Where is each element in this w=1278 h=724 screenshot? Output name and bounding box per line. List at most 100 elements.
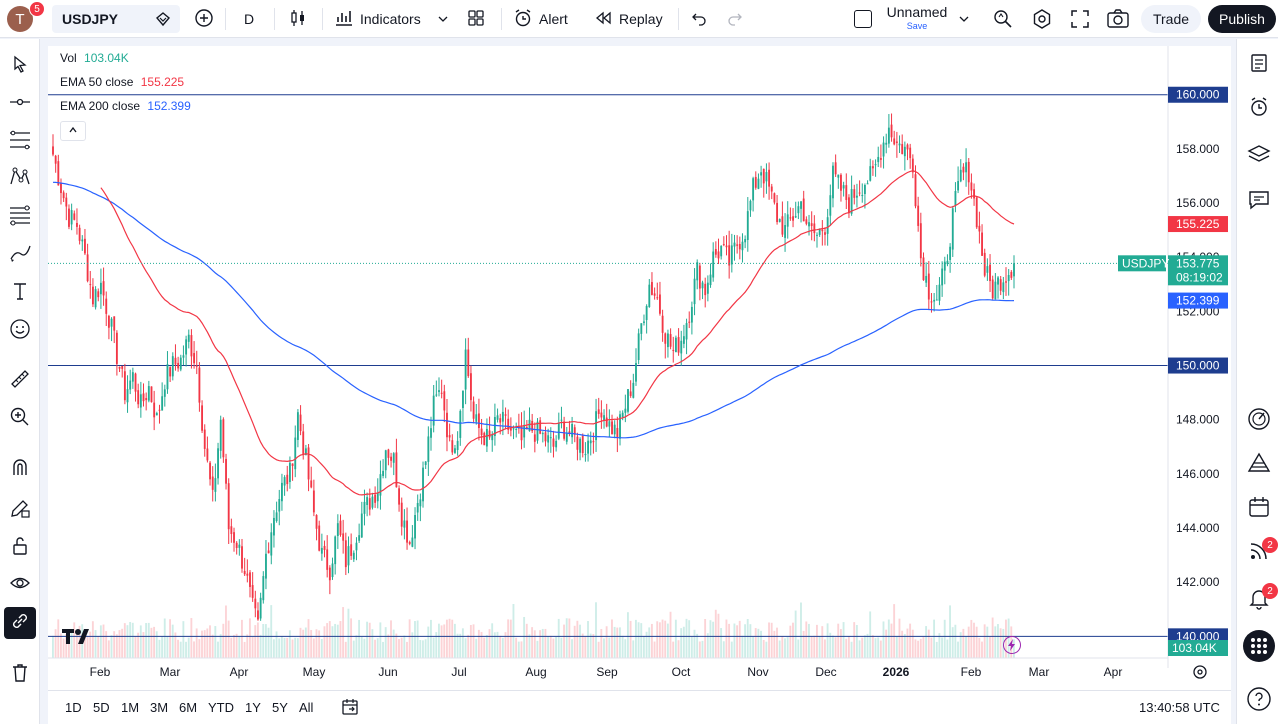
watchlist-button[interactable] xyxy=(1243,49,1275,81)
chart-type-button[interactable] xyxy=(280,4,316,34)
candle-body xyxy=(251,585,254,598)
sync-drawings-tool[interactable] xyxy=(4,607,36,639)
volume-bar xyxy=(823,639,826,658)
calendar-button[interactable] xyxy=(1243,493,1275,525)
chevron-down-icon[interactable] xyxy=(958,12,970,28)
range-all[interactable]: All xyxy=(299,700,314,715)
news-stream-button[interactable] xyxy=(1243,537,1275,569)
drawing-mode-tool[interactable] xyxy=(4,494,36,526)
range-1d[interactable]: 1D xyxy=(65,700,82,715)
products-button[interactable] xyxy=(1243,629,1275,664)
technicals-button[interactable] xyxy=(1243,405,1275,437)
compare-button[interactable] xyxy=(186,4,222,34)
go-to-date-icon[interactable] xyxy=(340,697,360,720)
candle-body xyxy=(198,367,201,403)
interval-button[interactable]: D xyxy=(236,4,262,34)
quick-search-icon[interactable] xyxy=(992,8,1014,33)
ema200-legend[interactable]: EMA 200 close 152.399 xyxy=(60,99,191,113)
candle-body xyxy=(462,390,464,408)
pattern-tool[interactable] xyxy=(4,163,36,195)
redo-button[interactable] xyxy=(718,4,752,34)
replay-button[interactable]: Replay xyxy=(585,4,671,34)
fib-tool[interactable] xyxy=(4,201,36,233)
symbol-search[interactable]: USDJPY xyxy=(52,5,180,33)
candle-body xyxy=(621,412,624,418)
candle-body xyxy=(818,229,821,235)
range-3m[interactable]: 3M xyxy=(150,700,169,715)
candle-body xyxy=(595,411,597,441)
candle-body xyxy=(296,412,299,440)
range-6m[interactable]: 6M xyxy=(179,700,198,715)
tradingview-logo[interactable] xyxy=(62,628,94,649)
magnet-tool[interactable] xyxy=(4,453,36,485)
zoom-tool[interactable] xyxy=(4,403,36,435)
camera-icon[interactable] xyxy=(1106,8,1130,33)
chevron-down-icon[interactable] xyxy=(437,12,449,28)
volume-legend[interactable]: Vol 103.04K xyxy=(60,51,129,65)
volume-bar xyxy=(459,633,462,658)
volume-bar xyxy=(536,640,539,658)
volume-bar xyxy=(131,622,134,658)
alert-button[interactable]: Alert xyxy=(505,4,576,34)
emoji-tool[interactable] xyxy=(4,315,36,347)
time-axis-label: Sep xyxy=(596,665,618,679)
volume-bar xyxy=(970,619,973,658)
volume-bar xyxy=(986,626,989,658)
cursor-arrow-icon xyxy=(10,54,30,79)
range-1y[interactable]: 1Y xyxy=(245,700,261,715)
range-1m[interactable]: 1M xyxy=(121,700,140,715)
trend-lines-tool[interactable] xyxy=(4,126,36,158)
layout-name-button[interactable]: Unnamed Save xyxy=(884,4,950,34)
cursor-tool[interactable] xyxy=(4,50,36,82)
range-ytd[interactable]: YTD xyxy=(208,700,234,715)
volume-bar xyxy=(230,637,233,658)
candle-body xyxy=(121,365,124,369)
collapse-legend-button[interactable] xyxy=(60,121,86,141)
alerts-panel-button[interactable] xyxy=(1243,93,1275,125)
ideas-button[interactable] xyxy=(1243,449,1275,481)
settings-icon[interactable] xyxy=(1031,8,1053,33)
range-5d[interactable]: 5D xyxy=(93,700,110,715)
hide-drawings-tool[interactable] xyxy=(4,569,36,601)
volume-bar xyxy=(259,634,262,658)
crosshair-line-tool[interactable] xyxy=(4,88,36,120)
candle-body xyxy=(536,421,539,441)
time-axis[interactable]: Feb Mar Apr May Jun Jul Aug Sep Oct Nov Dec 2026 Feb… xyxy=(90,665,1123,679)
layouts-button[interactable] xyxy=(458,4,494,34)
undo-button[interactable] xyxy=(682,4,716,34)
remove-drawings-tool[interactable] xyxy=(4,659,36,691)
trade-button[interactable]: Trade xyxy=(1141,5,1201,33)
brush-tool[interactable] xyxy=(4,239,36,271)
lock-drawings-tool[interactable] xyxy=(4,532,36,564)
notifications-button[interactable] xyxy=(1243,584,1275,616)
clock-time[interactable]: 13:40:58 UTC xyxy=(1139,700,1220,715)
candle-body xyxy=(70,210,73,225)
user-avatar[interactable]: T xyxy=(7,6,33,32)
chat-icon xyxy=(1247,189,1271,216)
help-button[interactable] xyxy=(1243,685,1275,717)
lightning-icon[interactable] xyxy=(1003,636,1021,654)
fullscreen-icon[interactable] xyxy=(1069,8,1091,33)
volume-bar xyxy=(177,639,179,658)
candle-body xyxy=(254,598,257,609)
object-tree-button[interactable] xyxy=(1243,140,1275,172)
range-5y[interactable]: 5Y xyxy=(272,700,288,715)
indicators-button[interactable]: Indicators xyxy=(326,4,429,34)
candle-body xyxy=(738,243,741,250)
text-tool[interactable] xyxy=(4,277,36,309)
chats-button[interactable] xyxy=(1243,186,1275,218)
volume-bar xyxy=(59,633,62,658)
volume-bar xyxy=(808,623,810,658)
ema50-legend[interactable]: EMA 50 close 155.225 xyxy=(60,75,184,89)
candle-body xyxy=(1007,275,1010,282)
volume-bar xyxy=(233,634,235,658)
symbol-label: USDJPY xyxy=(62,11,119,27)
candlestick-chart[interactable]: 158.000156.000154.000152.000150.000148.0… xyxy=(48,46,1231,690)
axis-settings-icon[interactable] xyxy=(1192,664,1208,685)
chart-pane[interactable]: 158.000156.000154.000152.000150.000148.0… xyxy=(48,46,1231,690)
price-axis[interactable]: 158.000156.000154.000152.000150.000148.0… xyxy=(1118,86,1228,656)
publish-button[interactable]: Publish xyxy=(1208,5,1276,33)
volume-bar xyxy=(898,618,901,658)
layout-checkbox[interactable] xyxy=(854,10,872,28)
measure-tool[interactable] xyxy=(4,365,36,397)
